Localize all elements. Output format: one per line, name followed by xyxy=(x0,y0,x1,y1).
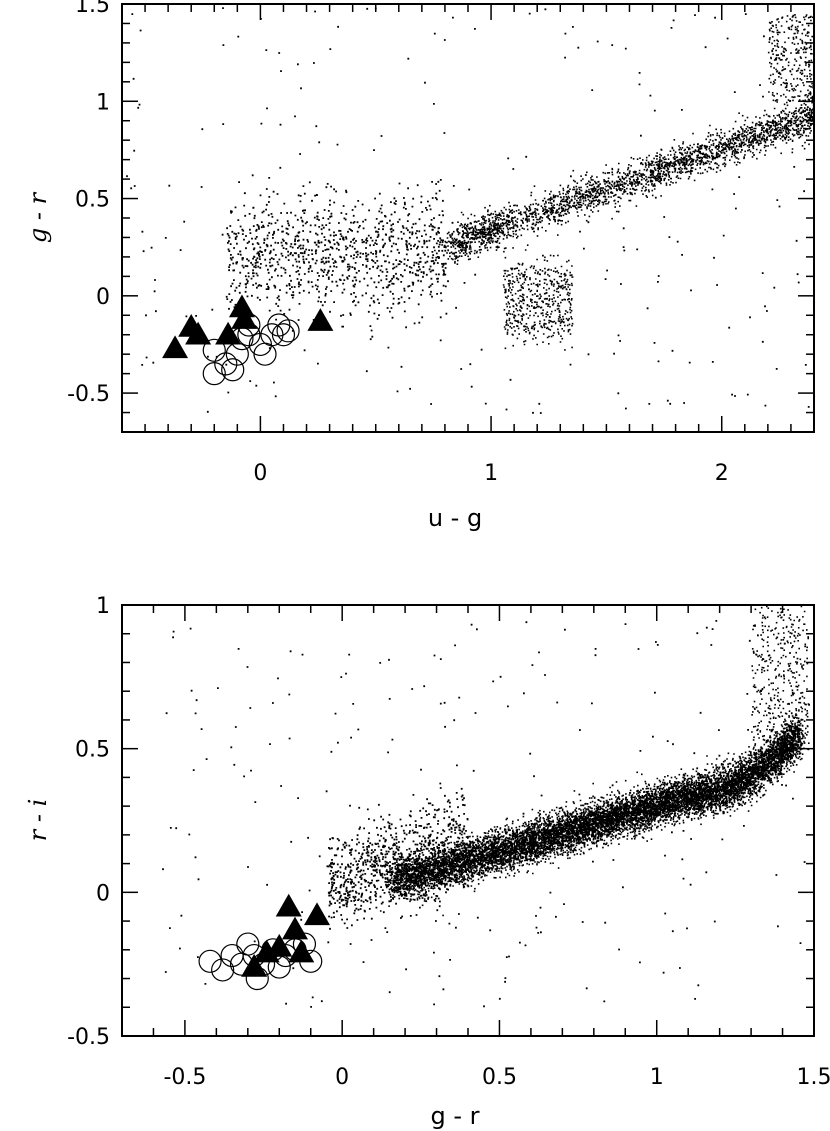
y-tick-label: 0 xyxy=(96,285,110,310)
y-tick-label: 1.5 xyxy=(75,0,110,18)
x-tick-label: 1.5 xyxy=(797,1065,830,1090)
star-dots xyxy=(126,7,816,414)
markers-bottom xyxy=(199,894,330,990)
x-tick-label: -0.5 xyxy=(163,1065,206,1090)
filled-triangle-point xyxy=(162,335,188,358)
x-tick-label: 1 xyxy=(650,1065,664,1090)
y-tick-label: -0.5 xyxy=(67,1025,110,1050)
x-tick-label: 0.5 xyxy=(482,1065,517,1090)
markers-top xyxy=(162,294,333,384)
x-axis-title-top: u - g xyxy=(428,504,482,532)
y-tick-label: 0.5 xyxy=(75,188,110,213)
y-tick-label: 0 xyxy=(96,881,110,906)
filled-triangle-point xyxy=(282,917,308,940)
panel-top-ug-gr: 0 1 2 -0.5 0 0.5 1 1.5 u - g g - r xyxy=(24,0,816,532)
filled-triangle-point xyxy=(288,940,314,963)
y-tick-label: 1 xyxy=(96,594,110,619)
background-stars-bottom xyxy=(162,606,816,1008)
y-axis-title-top: g - r xyxy=(24,191,52,243)
ticks-bottom: -0.5 0 0.5 1 1.5 -0.5 0 0.5 1 xyxy=(67,594,830,1090)
x-tick-label: 0 xyxy=(335,1065,349,1090)
x-tick-label: 2 xyxy=(715,461,729,486)
plot-frame-bottom xyxy=(122,605,814,1036)
x-tick-label: 1 xyxy=(484,461,498,486)
star-dots xyxy=(162,606,816,1008)
panel-bottom-gr-ri: -0.5 0 0.5 1 1.5 -0.5 0 0.5 1 g - r r - i xyxy=(24,594,830,1130)
open-circle-point xyxy=(199,950,221,972)
x-tick-label: 0 xyxy=(253,461,267,486)
x-axis-title-bottom: g - r xyxy=(430,1102,479,1130)
filled-triangle-point xyxy=(304,902,330,925)
y-tick-label: 0.5 xyxy=(75,738,110,763)
background-stars-top xyxy=(126,7,816,414)
y-tick-label: 1 xyxy=(96,90,110,115)
y-tick-label: -0.5 xyxy=(67,382,110,407)
filled-triangle-point xyxy=(276,894,302,917)
y-axis-title-bottom: r - i xyxy=(24,799,52,842)
